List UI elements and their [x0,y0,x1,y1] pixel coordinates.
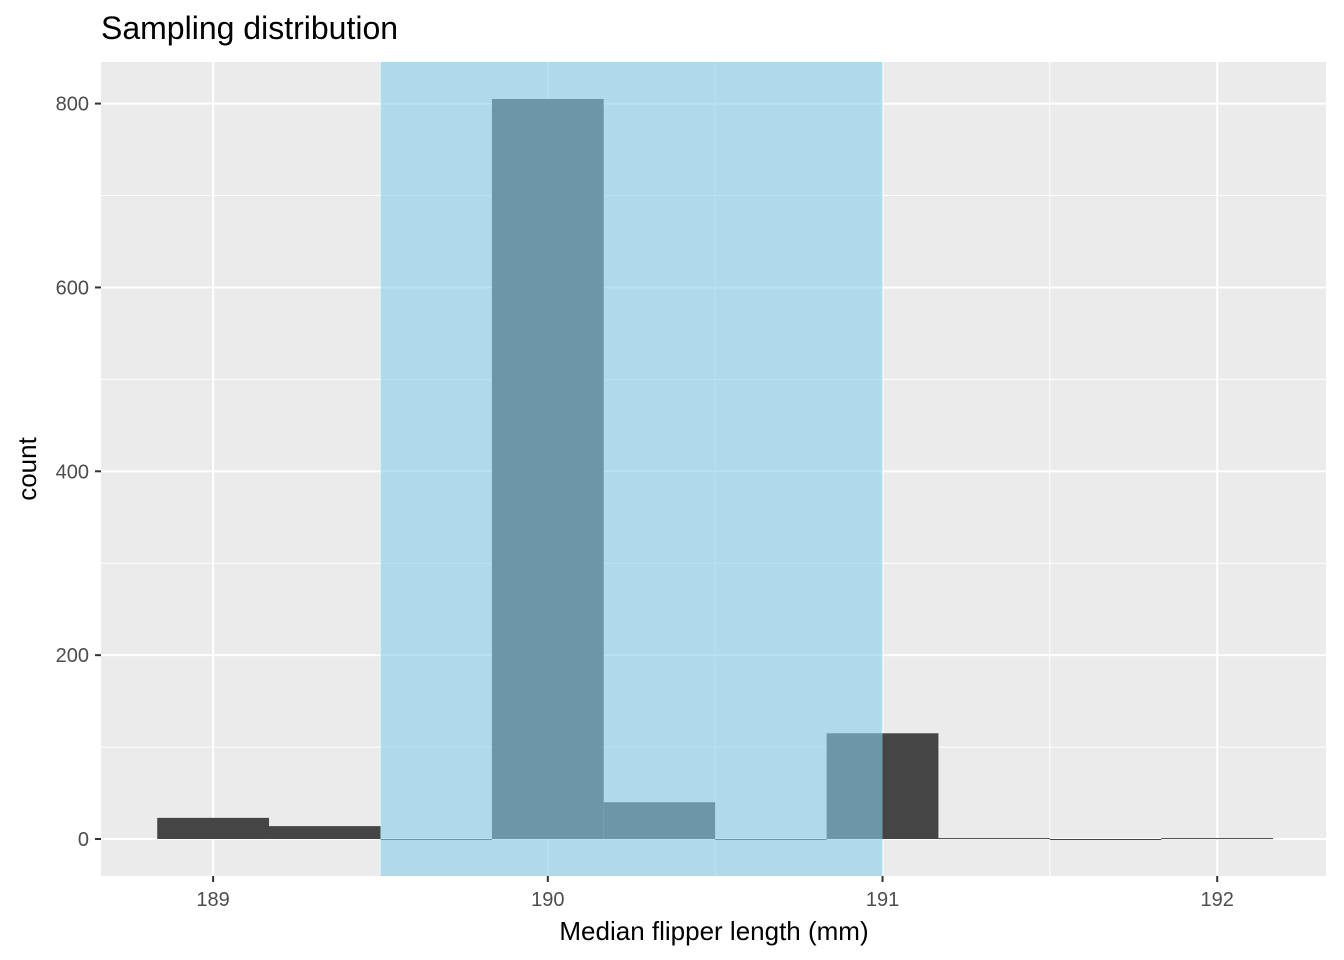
x-axis-label: Median flipper length (mm) [559,916,868,946]
x-tick-label: 192 [1201,889,1234,911]
x-tick-label: 190 [531,889,564,911]
y-tick-label: 400 [56,461,89,483]
bar [938,838,1050,840]
confidence-interval [380,62,883,876]
bar [1161,838,1274,840]
y-tick-label: 800 [56,94,89,116]
y-tick-label: 200 [56,645,89,667]
bar [157,817,270,839]
x-tick-label: 189 [196,889,229,911]
y-tick-label: 600 [56,277,89,299]
x-tick-label: 191 [866,889,899,911]
chart-title: Sampling distribution [101,10,398,46]
y-axis-label: count [12,436,42,500]
y-tick-label: 0 [78,829,89,851]
bar [269,826,381,839]
bar [1049,839,1162,840]
